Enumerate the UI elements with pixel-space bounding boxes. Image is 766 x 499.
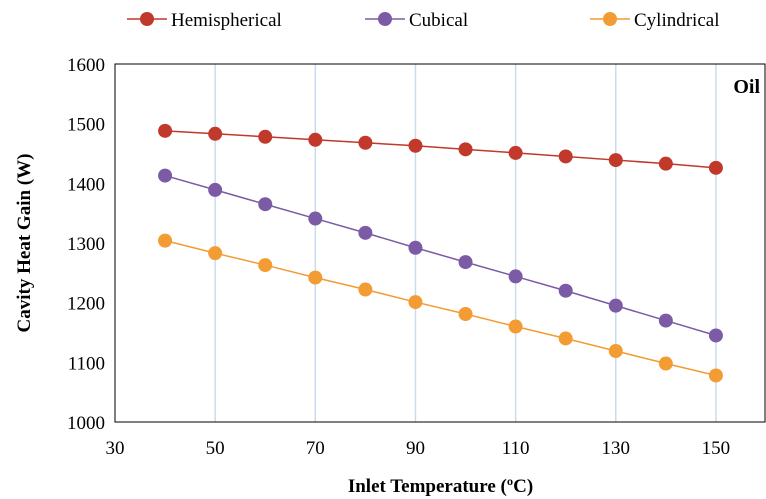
data-point (208, 246, 223, 261)
data-point (408, 138, 423, 153)
x-tick-label: 70 (306, 438, 325, 459)
data-point (708, 368, 723, 383)
data-point (308, 270, 323, 285)
data-point (708, 328, 723, 343)
data-point (658, 313, 673, 328)
data-point (658, 156, 673, 171)
data-point (158, 233, 173, 248)
data-point (708, 160, 723, 175)
series-layer (158, 123, 723, 383)
x-axis-title: Inlet Temperature (ºC) (348, 476, 533, 497)
x-tick-label: 150 (702, 438, 731, 459)
y-tick-label: 1500 (67, 115, 105, 136)
data-point (258, 197, 273, 212)
data-point (358, 135, 373, 150)
legend-label: Cubical (409, 10, 468, 31)
series-cubical (158, 168, 723, 343)
data-point (508, 269, 523, 284)
y-tick-label: 1400 (67, 174, 105, 195)
x-tick-label: 50 (206, 438, 225, 459)
annotation-label: Oil (733, 76, 760, 98)
data-point (558, 331, 573, 346)
plot-area (114, 63, 766, 423)
data-point (158, 123, 173, 138)
y-axis-title: Cavity Heat Gain (W) (14, 154, 35, 333)
data-point (458, 255, 473, 270)
legend-label: Hemispherical (171, 10, 282, 31)
data-point (458, 307, 473, 322)
x-tick-label: 90 (406, 438, 425, 459)
data-point (158, 168, 173, 183)
x-axis-ticks: 30 50 70 90 110 130 150 (106, 438, 731, 459)
data-point (208, 126, 223, 141)
data-point (208, 182, 223, 197)
data-point (458, 142, 473, 157)
legend-marker (378, 12, 392, 26)
gridlines (214, 64, 717, 422)
data-point (508, 145, 523, 160)
y-tick-label: 1600 (67, 55, 105, 76)
series-hemispherical (158, 123, 723, 175)
data-point (258, 129, 273, 144)
y-tick-label: 1200 (67, 294, 105, 315)
x-tick-label: 110 (502, 438, 530, 459)
legend-item: Hemispherical (127, 10, 282, 31)
data-point (608, 298, 623, 313)
series-line (165, 130, 716, 169)
data-point (358, 225, 373, 240)
legend-label: Cylindrical (634, 10, 719, 31)
y-tick-label: 1000 (67, 413, 105, 434)
legend-item: Cubical (365, 10, 468, 31)
legend-marker (140, 12, 154, 26)
legend: Hemispherical Cubical Cylindrical (127, 10, 719, 31)
data-point (258, 258, 273, 273)
legend-item: Cylindrical (590, 10, 719, 31)
data-point (308, 211, 323, 226)
data-point (308, 132, 323, 147)
data-point (558, 283, 573, 298)
data-point (408, 295, 423, 310)
y-tick-label: 1100 (68, 353, 105, 374)
y-axis-ticks: 1000 1100 1200 1300 1400 1500 1600 (67, 55, 105, 434)
y-tick-label: 1300 (67, 234, 105, 255)
series-line (164, 239, 717, 377)
series-cylindrical (158, 233, 723, 383)
legend-marker (603, 12, 617, 26)
data-point (408, 240, 423, 255)
data-point (508, 319, 523, 334)
data-point (608, 153, 623, 168)
data-point (558, 149, 573, 164)
data-point (358, 282, 373, 297)
series-line (164, 174, 717, 337)
x-tick-label: 30 (106, 438, 125, 459)
x-tick-label: 130 (602, 438, 631, 459)
data-point (608, 343, 623, 358)
data-point (658, 356, 673, 371)
